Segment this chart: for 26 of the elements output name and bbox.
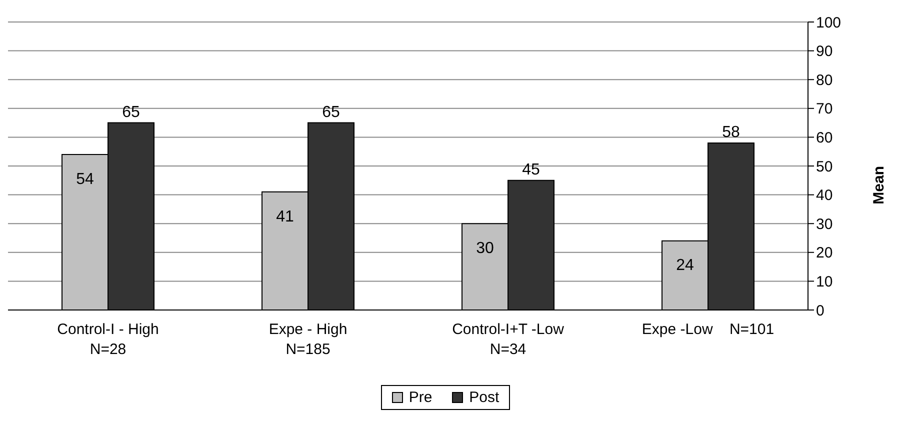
y-tick-label: 80 xyxy=(816,72,833,89)
data-label: 54 xyxy=(76,170,94,188)
legend-label: Post xyxy=(468,389,500,406)
y-tick-label: 20 xyxy=(816,244,833,262)
data-label: 45 xyxy=(522,161,540,178)
y-tick-label: 50 xyxy=(816,158,833,176)
x-tick-label: Control-I - High N=28 xyxy=(57,321,159,358)
y-tick-label: 90 xyxy=(816,43,833,60)
x-tick-label: Expe - High N=185 xyxy=(268,321,348,358)
y-tick-label: 60 xyxy=(816,130,833,147)
y-tick-label: 0 xyxy=(816,302,824,320)
y-tick-label: 100 xyxy=(816,14,842,32)
y-tick-label: 30 xyxy=(816,216,833,233)
y-tick-label: 70 xyxy=(816,100,833,118)
data-label: 41 xyxy=(276,208,294,226)
data-label: 65 xyxy=(322,104,340,121)
data-label: 30 xyxy=(476,240,494,257)
data-label: 65 xyxy=(122,104,140,121)
x-tick-label: Control-I+T -Low N=34 xyxy=(452,321,564,358)
data-label: 58 xyxy=(722,124,740,141)
y-tick-label: 10 xyxy=(816,274,833,291)
y-tick-label: 40 xyxy=(816,187,833,204)
y-axis-title: Mean xyxy=(870,166,888,204)
legend-label: Pre xyxy=(408,389,432,406)
data-label: 24 xyxy=(676,257,694,274)
x-tick-label: Expe -Low N=101 xyxy=(642,321,774,338)
